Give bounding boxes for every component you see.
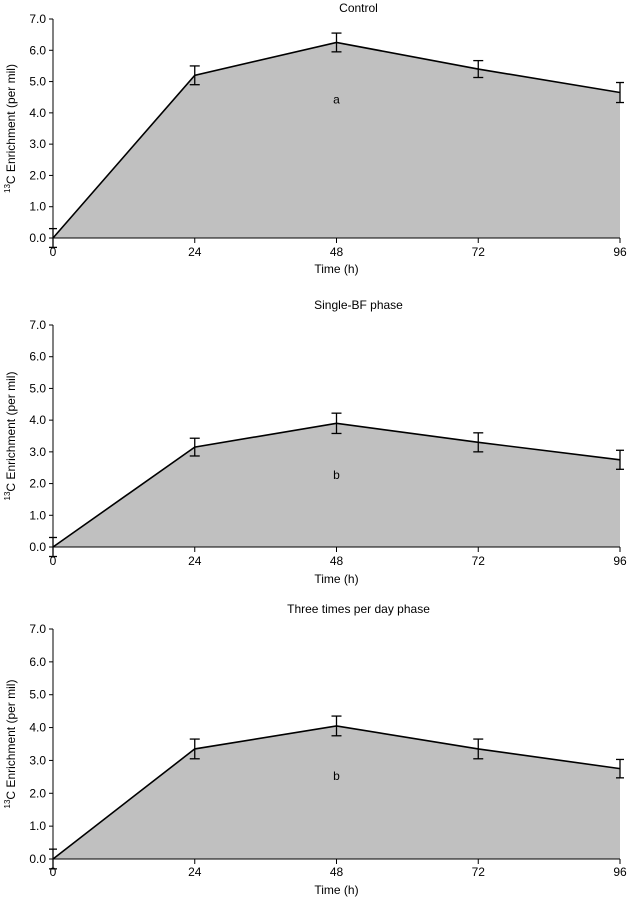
error-bar — [331, 715, 342, 737]
x-tick-label: 96 — [613, 554, 627, 568]
y-tick-label: 4.0 — [29, 721, 46, 735]
chart-title: Control — [339, 1, 378, 15]
chart-panel-control: 0.0 1.0 2.0 3.0 4.0 5.0 6.0 7.0 0 24 48 72 96 Time (h… — [3, 1, 627, 276]
x-tick-label: 72 — [472, 554, 486, 568]
y-tick-label: 3.0 — [29, 753, 46, 767]
error-bar — [189, 65, 200, 86]
error-bar — [616, 758, 624, 779]
y-tick-label: 1.0 — [29, 200, 46, 214]
y-tick-label: 6.0 — [29, 350, 46, 364]
error-bar — [473, 59, 484, 79]
y-axis-label: 13C Enrichment (per mil) — [3, 64, 18, 193]
y-tick-label: 0.0 — [29, 231, 46, 245]
x-tick-label: 0 — [50, 865, 57, 879]
x-tick-label: 0 — [50, 245, 57, 259]
y-tick-label: 4.0 — [29, 106, 46, 120]
error-bar — [616, 81, 624, 104]
chart-panel-three-times: 0.0 1.0 2.0 3.0 4.0 5.0 6.0 7.0 0 24 48 72 96 Time (h… — [3, 602, 627, 897]
x-tick-label: 48 — [330, 865, 344, 879]
x-tick-label: 72 — [472, 245, 486, 259]
y-tick-label: 5.0 — [29, 381, 46, 395]
x-tick-label: 48 — [330, 245, 344, 259]
annotation-label: a — [333, 92, 340, 106]
x-tick-label: 48 — [330, 554, 344, 568]
y-axis-label-text: C Enrichment (per mil) — [4, 64, 18, 184]
y-tick-label: 2.0 — [29, 477, 46, 491]
y-tick-label: 1.0 — [29, 508, 46, 522]
y-tick-label: 6.0 — [29, 655, 46, 669]
y-axis-label-text: C Enrichment (per mil) — [4, 372, 18, 492]
x-tick-label: 24 — [188, 554, 202, 568]
chart-title: Single-BF phase — [314, 298, 403, 312]
y-tick-label: 2.0 — [29, 786, 46, 800]
x-axis-label: Time (h) — [314, 883, 358, 897]
x-axis-label: Time (h) — [314, 572, 358, 586]
x-tick-label: 96 — [613, 245, 627, 259]
error-bar — [189, 437, 200, 457]
y-axis-label-superscript: 13 — [3, 799, 12, 808]
y-tick-label: 7.0 — [29, 12, 46, 26]
error-bar — [331, 412, 342, 435]
y-tick-label: 5.0 — [29, 688, 46, 702]
x-tick-label: 24 — [188, 245, 202, 259]
annotation-label: b — [333, 769, 340, 783]
error-bar — [189, 738, 200, 760]
x-tick-label: 96 — [613, 865, 627, 879]
y-axis-label: 13C Enrichment (per mil) — [3, 372, 18, 501]
y-tick-label: 0.0 — [29, 540, 46, 554]
y-tick-label: 3.0 — [29, 137, 46, 151]
error-bar — [473, 738, 484, 760]
y-tick-label: 1.0 — [29, 819, 46, 833]
x-tick-label: 0 — [50, 554, 57, 568]
error-bar — [616, 449, 624, 470]
y-tick-label: 6.0 — [29, 43, 46, 57]
y-axis-label-superscript: 13 — [3, 491, 12, 500]
annotation-label: b — [333, 468, 340, 482]
y-tick-label: 0.0 — [29, 852, 46, 866]
y-axis-label-text: C Enrichment (per mil) — [4, 680, 18, 800]
y-axis-label-superscript: 13 — [3, 184, 12, 193]
x-axis-label: Time (h) — [314, 262, 358, 276]
x-tick-label: 72 — [472, 865, 486, 879]
y-tick-label: 7.0 — [29, 318, 46, 332]
area-fill — [53, 423, 620, 547]
chart-panel-single-bf: 0.0 1.0 2.0 3.0 4.0 5.0 6.0 7.0 0 24 48 72 96 Time (h… — [3, 298, 627, 586]
y-axis-label: 13C Enrichment (per mil) — [3, 680, 18, 809]
error-bar — [331, 32, 342, 53]
y-tick-label: 7.0 — [29, 622, 46, 636]
y-tick-label: 5.0 — [29, 75, 46, 89]
error-bar — [473, 432, 484, 453]
area-fill — [53, 42, 620, 238]
x-tick-label: 24 — [188, 865, 202, 879]
y-tick-label: 3.0 — [29, 445, 46, 459]
y-tick-label: 4.0 — [29, 413, 46, 427]
chart-title: Three times per day phase — [287, 602, 430, 616]
y-tick-label: 2.0 — [29, 168, 46, 182]
